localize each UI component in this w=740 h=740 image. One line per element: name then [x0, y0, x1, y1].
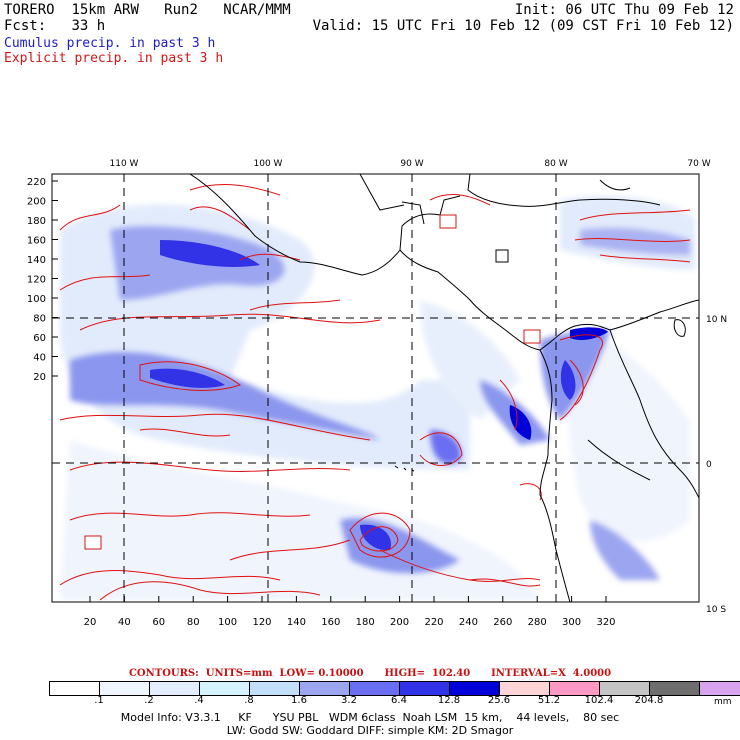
y-tick-label: 160	[27, 236, 46, 247]
longitude-label: 70 W	[687, 159, 710, 169]
x-tick-label: 200	[390, 617, 409, 628]
colorbar-tick-label: 3.2	[341, 695, 357, 706]
y-tick-label: 100	[27, 294, 46, 305]
x-tick-label: 220	[424, 617, 443, 628]
colorbar-tick-label: 6.4	[391, 695, 407, 706]
low-markers	[84, 214, 541, 550]
colorbar-swatch	[400, 682, 450, 695]
map-frame	[51, 173, 700, 603]
coastlines	[189, 174, 699, 602]
y-tick-label: 80	[33, 314, 46, 325]
x-tick-label: 320	[596, 617, 615, 628]
explicit-precip-contours	[59, 184, 691, 601]
colorbar-tick-label: 204.8	[634, 695, 664, 706]
y-tick-label: 20	[33, 372, 46, 383]
x-tick-label: 60	[152, 617, 165, 628]
x-axis-ticks: 20 40 60 80 100 120 140 160 180 200 220 240 260 280 30…	[84, 596, 616, 628]
y-axis-ticks: 220 200 180 160 140 120 100 80 60 40 20	[27, 177, 58, 383]
colorbar-swatch	[250, 682, 300, 695]
colorbar-tick-label: 102.4	[584, 695, 614, 706]
y-tick-label: 140	[27, 255, 46, 266]
colorbar-swatch	[50, 682, 100, 695]
colorbar-tick-label: 1.6	[291, 695, 307, 706]
colorbar-swatch	[700, 682, 740, 695]
latitude-label: 10 S	[706, 605, 726, 615]
x-tick-label: 20	[84, 617, 97, 628]
x-tick-label: 120	[252, 617, 271, 628]
x-tick-label: 300	[562, 617, 581, 628]
heavy-precip-cores	[150, 240, 608, 551]
x-tick-label: 80	[187, 617, 200, 628]
colorbar-swatch	[450, 682, 500, 695]
x-tick-label: 180	[356, 617, 375, 628]
precip-colorbar	[49, 681, 740, 696]
longitude-label: 110 W	[110, 159, 139, 169]
header-model: TORERO 15km ARW Run2 NCAR/MMM	[4, 2, 291, 18]
colorbar-swatch	[200, 682, 250, 695]
header-init: Init: 06 UTC Thu 09 Feb 12	[514, 2, 734, 18]
colorbar-swatch	[500, 682, 550, 695]
x-tick-label: 240	[459, 617, 478, 628]
y-tick-label: 220	[27, 177, 46, 188]
medium-precip-shading	[70, 226, 690, 580]
longitude-label: 100 W	[254, 159, 283, 169]
footer-physics-info: LW: Godd SW: Goddard DIFF: simple KM: 2D…	[226, 724, 514, 737]
field-cumulus-label: Cumulus precip. in past 3 h	[4, 36, 216, 51]
x-tick-label: 100	[218, 617, 237, 628]
latitude-label: 0	[706, 460, 712, 470]
y-tick-label: 40	[33, 353, 46, 364]
colorbar-tick-label: 25.6	[487, 695, 511, 706]
x-tick-label: 40	[118, 617, 131, 628]
y-tick-label: 60	[33, 333, 46, 344]
latitude-labels: 10 N 0 10 S	[706, 315, 727, 615]
colorbar-tick-label: 51.2	[537, 695, 561, 706]
x-tick-label: 280	[528, 617, 547, 628]
longitude-labels: 110 W 100 W 90 W 80 W 70 W	[110, 159, 711, 169]
y-tick-label: 200	[27, 197, 46, 208]
colorbar-tick-label: .8	[244, 695, 254, 706]
field-explicit-label: Explicit precip. in past 3 h	[4, 51, 224, 66]
footer-model-info: Model Info: V3.3.1 KF YSU PBL WDM 6class…	[120, 711, 620, 724]
colorbar-swatch	[300, 682, 350, 695]
colorbar-swatch	[100, 682, 150, 695]
header-valid: Valid: 15 UTC Fri 10 Feb 12 (09 CST Fri …	[312, 18, 734, 34]
colorbar-unit: mm	[714, 697, 732, 707]
colorbar-swatch	[600, 682, 650, 695]
longitude-label: 80 W	[544, 159, 567, 169]
header-forecast: Fcst: 33 h	[4, 18, 106, 34]
y-tick-label: 120	[27, 275, 46, 286]
x-tick-label: 160	[321, 617, 340, 628]
longitude-label: 90 W	[400, 159, 423, 169]
colorbar-swatch	[350, 682, 400, 695]
latlon-grid	[52, 174, 699, 602]
latitude-label: 10 N	[706, 315, 727, 325]
colorbar-swatch	[550, 682, 600, 695]
colorbar-tick-label: .1	[94, 695, 104, 706]
colorbar-tick-label: .2	[144, 695, 154, 706]
x-tick-label: 140	[287, 617, 306, 628]
colorbar-swatch	[650, 682, 700, 695]
y-tick-label: 180	[27, 216, 46, 227]
x-tick-label: 260	[493, 617, 512, 628]
colorbar-swatch	[150, 682, 200, 695]
colorbar-tick-label: .4	[194, 695, 204, 706]
colorbar-tick-label: 12.8	[437, 695, 461, 706]
contours-info: CONTOURS: UNITS=mm LOW= 0.10000 HIGH= 10…	[128, 668, 612, 679]
